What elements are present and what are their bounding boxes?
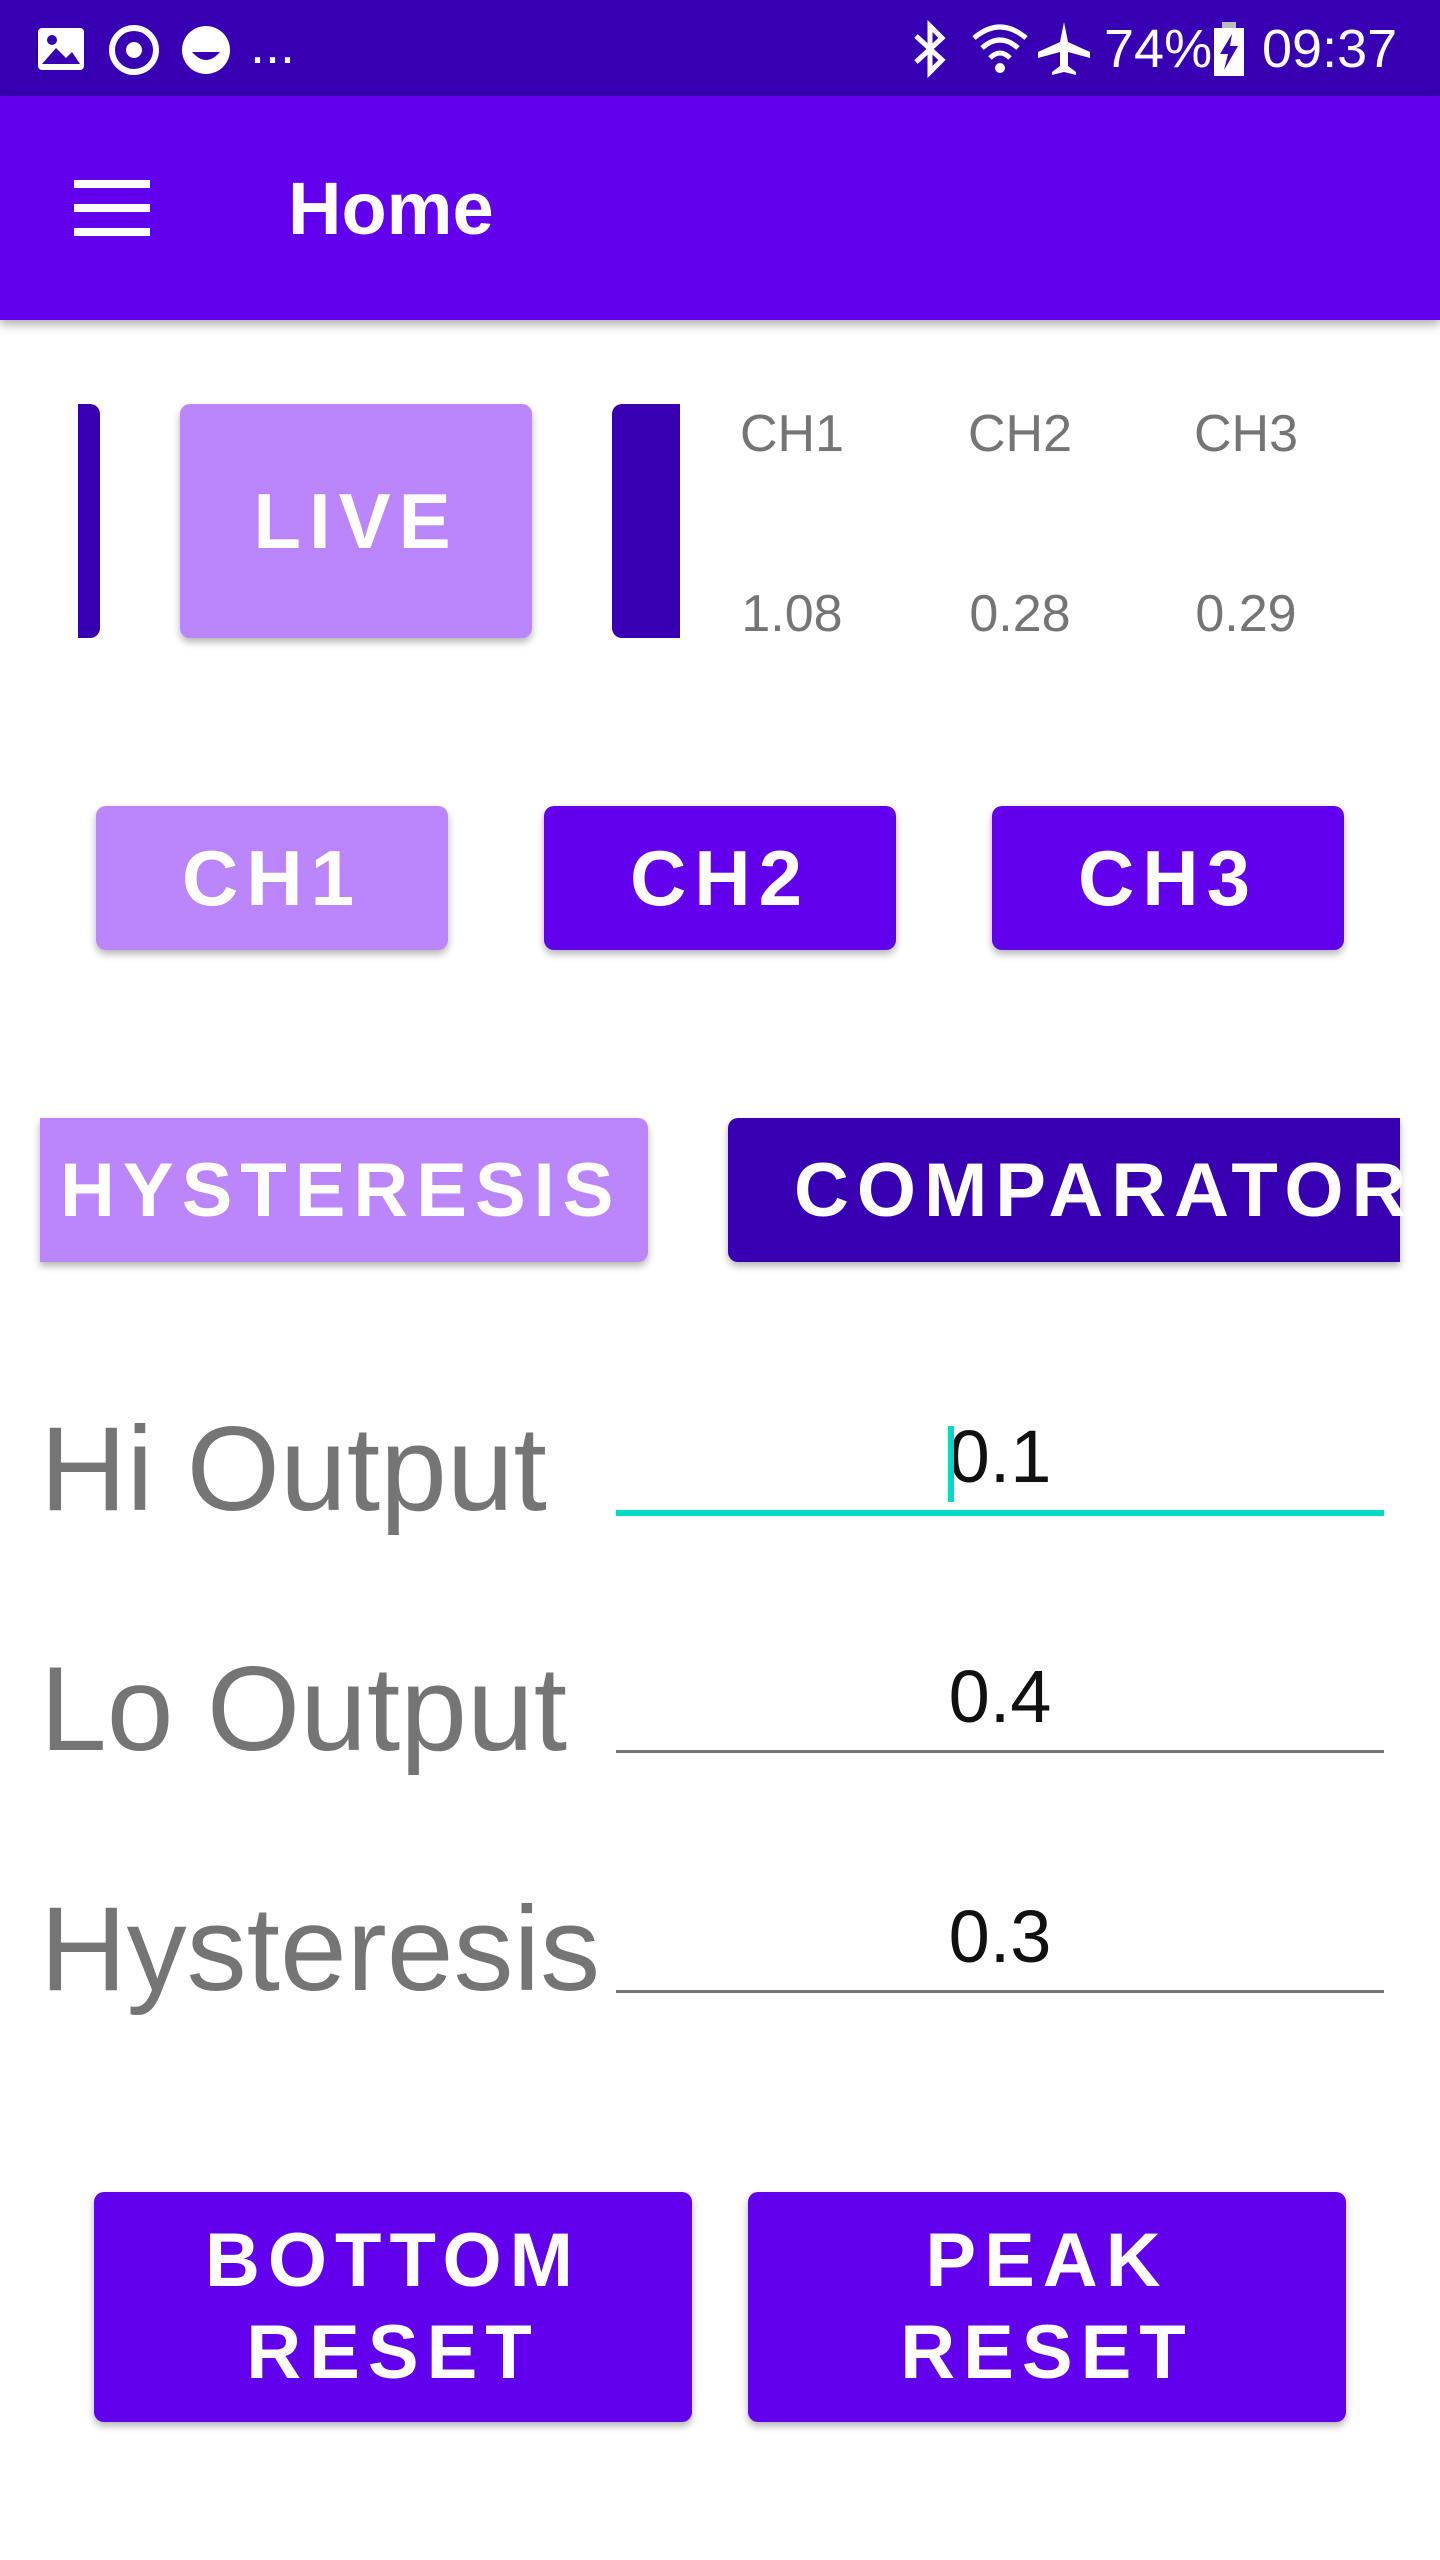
live-button[interactable]: LIVE [180,404,532,638]
reading-value-ch1: 1.08 [741,585,843,643]
more-notifications: ... [250,15,296,75]
hi-output-input[interactable]: 0.1 [948,1415,1052,1498]
airplane-icon [1038,22,1090,75]
lo-output-input[interactable]: 0.4 [948,1655,1052,1738]
status-bar: ... 74% 09:37 [0,0,1440,96]
bluetooth-icon [914,20,946,78]
text-cursor [948,1426,954,1502]
hysteresis-underline [616,1990,1384,1993]
app-bar: Home [0,96,1440,320]
ch1-button[interactable]: CH1 [96,806,448,950]
hi-output-underline [616,1510,1384,1516]
wifi-icon [972,24,1028,73]
reading-header-ch1: CH1 [739,405,845,463]
hi-output-label: Hi Output [40,1402,547,1536]
left-indicator-bar [78,404,100,638]
comparator-mode-button[interactable]: COMPARATOR [728,1118,1406,1262]
lo-output-underline [616,1750,1384,1753]
page-title: Home [288,167,494,250]
level-indicator-bar [612,404,680,638]
peak-reset-label-line1: PEAK [925,2218,1169,2303]
image-icon [38,28,84,70]
peak-reset-label-line2: RESET [900,2310,1194,2395]
battery-charging-icon [1214,22,1244,76]
peak-reset-button[interactable]: PEAK RESET [748,2192,1346,2422]
clock: 09:37 [1262,19,1398,79]
ch3-button[interactable]: CH3 [992,806,1344,950]
reading-header-ch3: CH3 [1193,405,1299,463]
hamburger-menu-icon[interactable] [60,170,160,250]
bottom-reset-button[interactable]: BOTTOM RESET [94,2192,692,2422]
hysteresis-mode-button[interactable]: HYSTERESIS [40,1118,648,1262]
reading-header-ch2: CH2 [967,405,1073,463]
emoji-icon [182,26,230,74]
reading-value-ch2: 0.28 [969,585,1071,643]
ch2-button[interactable]: CH2 [544,806,896,950]
sync-icon [109,25,159,75]
hysteresis-input[interactable]: 0.3 [948,1895,1052,1978]
lo-output-label: Lo Output [40,1642,568,1776]
bottom-reset-label-line1: BOTTOM [205,2218,581,2303]
battery-percentage: 74% [1104,19,1213,79]
reading-value-ch3: 0.29 [1195,585,1297,643]
bottom-reset-label-line2: RESET [246,2310,540,2395]
hysteresis-label: Hysteresis [40,1882,601,2016]
